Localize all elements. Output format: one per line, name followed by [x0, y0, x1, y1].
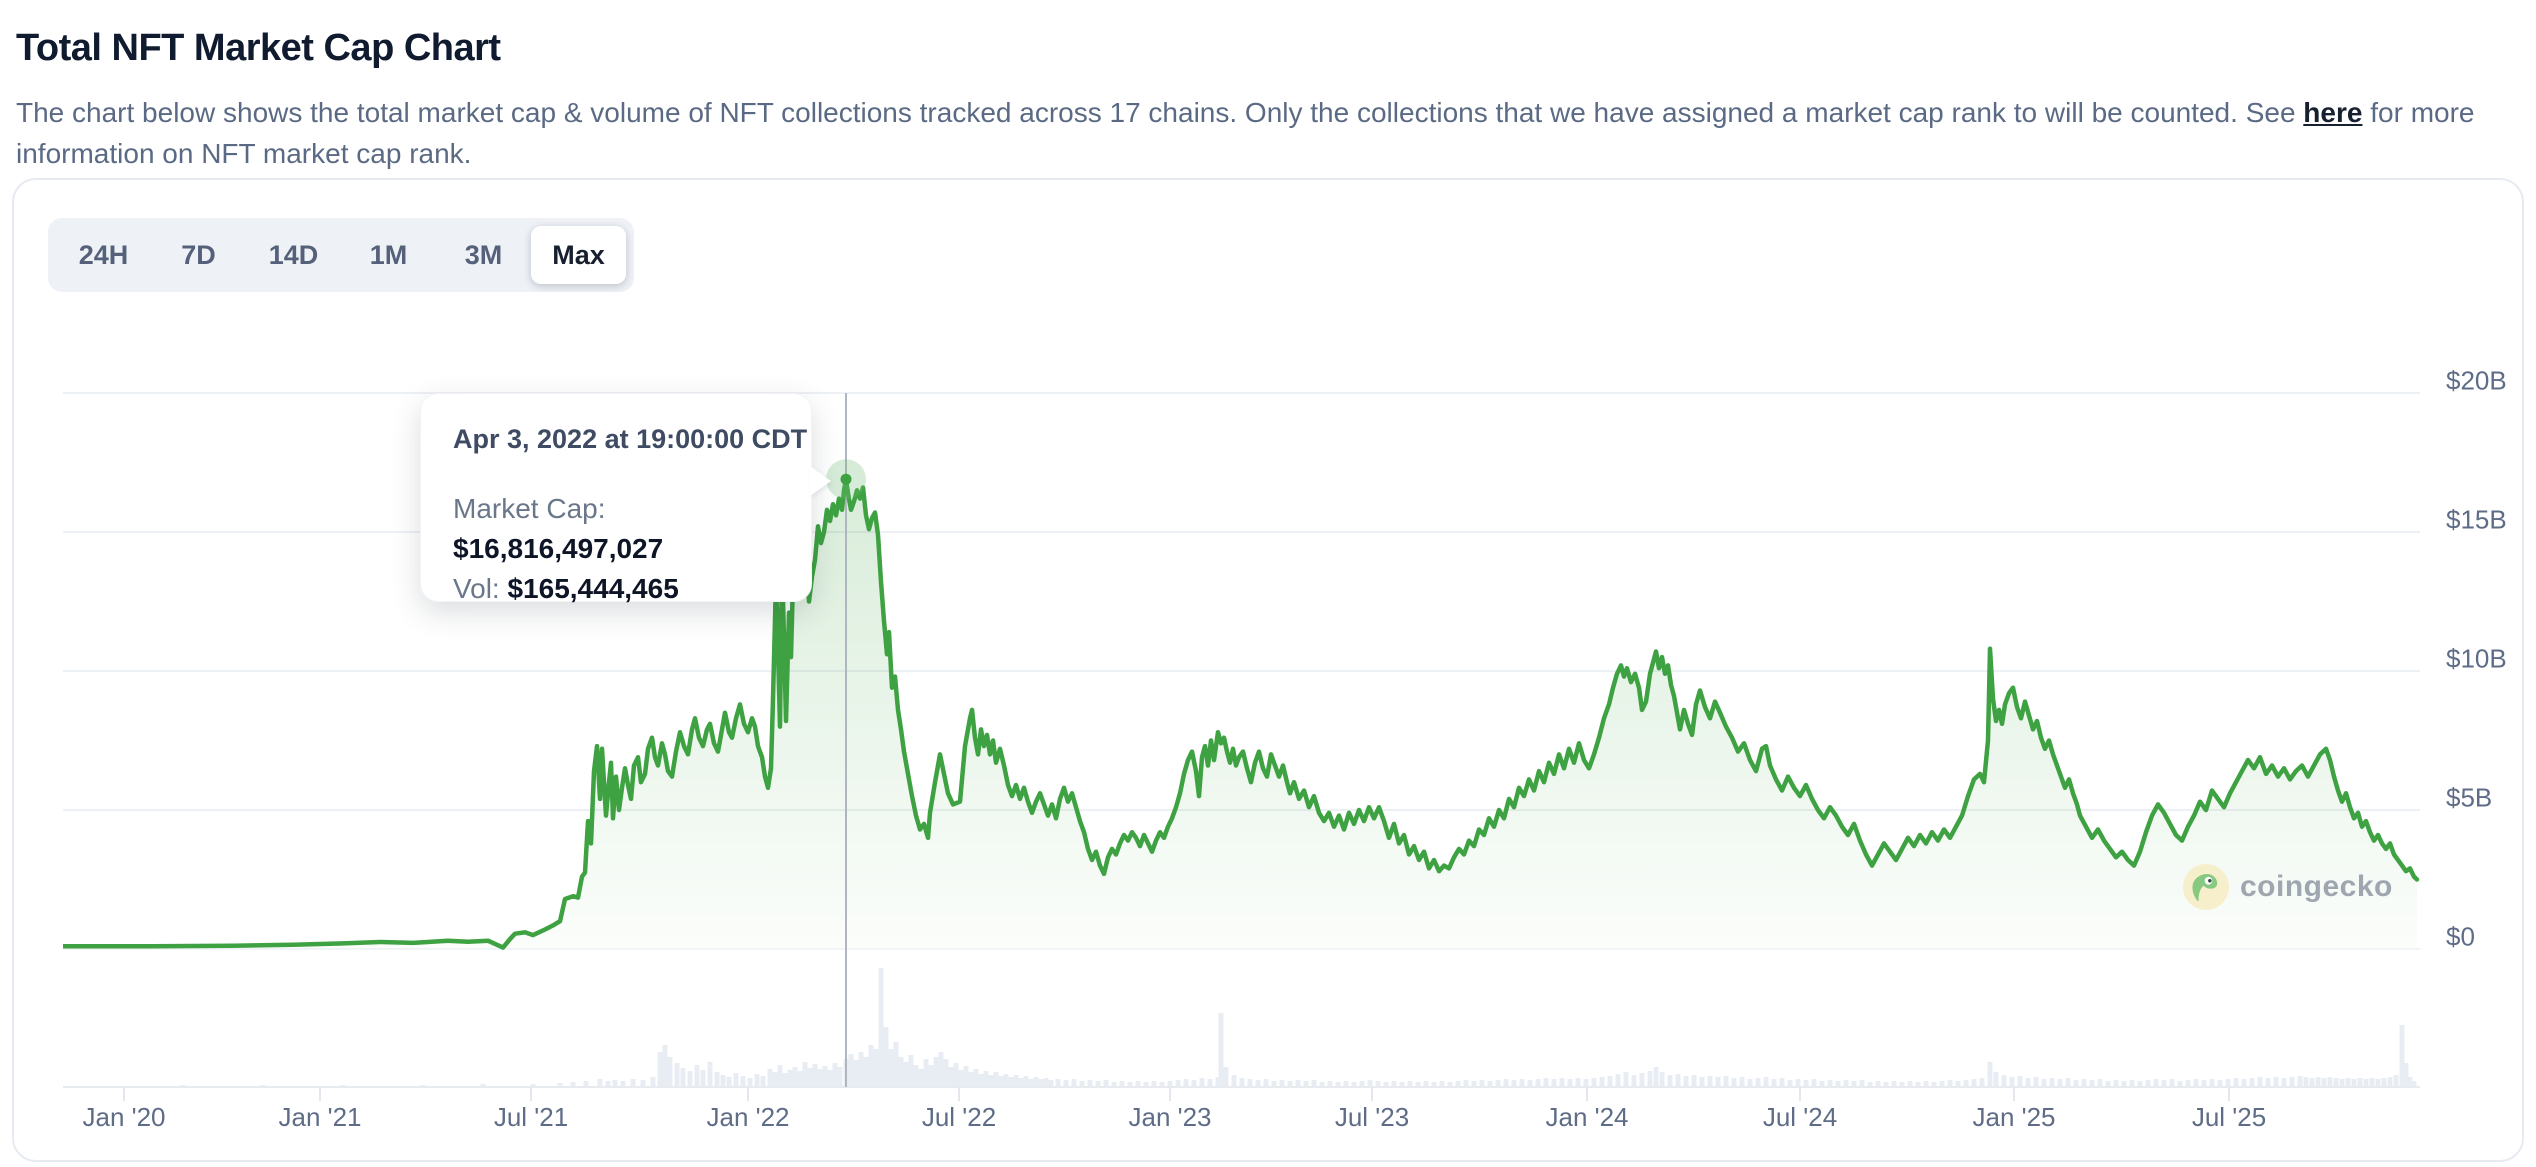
x-axis-label: Jan '25: [1972, 1102, 2056, 1132]
range-button-3m[interactable]: 3M: [436, 226, 531, 284]
page-title: Total NFT Market Cap Chart: [16, 27, 501, 70]
tooltip-date: Apr 3, 2022 at 19:00:00 CDT: [453, 424, 808, 454]
subtitle-text-after: for more information on NFT market cap r…: [16, 97, 2475, 169]
x-axis-label: Jul '25: [2191, 1102, 2267, 1132]
y-axis-label: $10B: [2446, 643, 2507, 674]
range-button-1m[interactable]: 1M: [341, 226, 436, 284]
x-axis-label: Jan '22: [706, 1102, 790, 1132]
x-axis-label: Jan '20: [82, 1102, 166, 1132]
x-axis-label: Jul '23: [1334, 1102, 1410, 1132]
time-range-selector: 24H 7D 14D 1M 3M Max: [48, 218, 634, 292]
y-axis-label: $5B: [2446, 782, 2493, 813]
x-axis-label: Jan '21: [278, 1102, 362, 1132]
here-link[interactable]: here: [2303, 97, 2363, 128]
x-axis-label: Jul '21: [493, 1102, 569, 1132]
watermark-label: coingecko: [2240, 870, 2393, 903]
y-axis-label: $20B: [2446, 365, 2507, 396]
page-subtitle: The chart below shows the total market c…: [16, 92, 2522, 174]
range-button-max[interactable]: Max: [531, 226, 626, 284]
tooltip-volume: Vol: $165,444,465: [453, 573, 679, 604]
x-axis-label: Jan '23: [1128, 1102, 1212, 1132]
range-button-14d[interactable]: 14D: [246, 226, 341, 284]
y-axis-label: $0: [2446, 921, 2475, 952]
range-button-7d[interactable]: 7D: [151, 226, 246, 284]
tooltip-market-cap: Market Cap: $16,816,497,027: [453, 493, 664, 564]
gecko-icon: [2183, 864, 2229, 910]
x-axis-label: Jan '24: [1545, 1102, 1629, 1132]
coingecko-watermark: coingecko: [2183, 864, 2393, 910]
y-axis-label: $15B: [2446, 504, 2507, 535]
subtitle-text: The chart below shows the total market c…: [16, 97, 2304, 128]
chart-tooltip: Apr 3, 2022 at 19:00:00 CDT Market Cap: …: [420, 393, 812, 604]
market-cap-area-chart[interactable]: [63, 380, 2420, 1107]
range-button-24h[interactable]: 24H: [56, 226, 151, 284]
x-axis-label: Jul '24: [1762, 1102, 1838, 1132]
x-axis-label: Jul '22: [921, 1102, 997, 1132]
